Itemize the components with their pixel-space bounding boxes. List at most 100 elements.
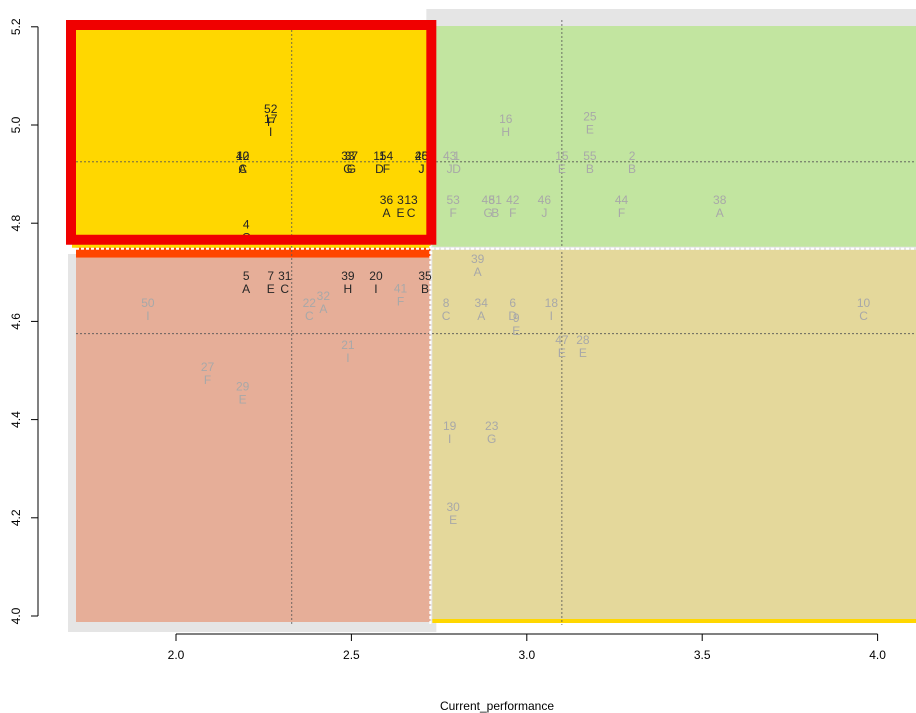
point-group-label: C bbox=[238, 162, 247, 176]
point-id-label: 19 bbox=[443, 419, 457, 433]
y-tick-label: 4.0 bbox=[9, 607, 23, 624]
point-group-label: E bbox=[579, 346, 587, 360]
data-point: 30E bbox=[446, 500, 460, 527]
data-point: 13C bbox=[404, 193, 418, 220]
data-point: 17I bbox=[264, 112, 278, 139]
point-group-label: F bbox=[449, 206, 456, 220]
x-tick-label: 2.0 bbox=[168, 648, 185, 662]
point-group-label: I bbox=[146, 309, 149, 323]
point-id-label: 13 bbox=[404, 193, 418, 207]
point-id-label: 42 bbox=[506, 193, 520, 207]
point-id-label: 4 bbox=[243, 218, 250, 232]
data-point: 2B bbox=[628, 149, 636, 176]
data-point: 25E bbox=[583, 110, 597, 137]
data-point: 43J bbox=[443, 149, 457, 176]
data-point: 50I bbox=[141, 296, 155, 323]
point-id-label: 23 bbox=[485, 419, 499, 433]
point-id-label: 55 bbox=[583, 149, 597, 163]
point-id-label: 2 bbox=[629, 149, 636, 163]
point-id-label: 32 bbox=[317, 289, 331, 303]
data-point: 44F bbox=[615, 193, 629, 220]
point-group-label: E bbox=[558, 346, 566, 360]
highlight-border bbox=[66, 20, 437, 245]
point-id-label: 27 bbox=[201, 360, 215, 374]
data-point: 45J bbox=[415, 149, 429, 176]
data-point: 39A bbox=[471, 252, 485, 279]
data-point: 47E bbox=[555, 333, 569, 360]
point-id-label: 54 bbox=[380, 149, 394, 163]
point-id-label: 22 bbox=[303, 296, 317, 310]
point-group-label: F bbox=[397, 294, 404, 308]
point-id-label: 10 bbox=[857, 296, 871, 310]
data-point: 23G bbox=[485, 419, 499, 446]
point-id-label: 31 bbox=[278, 269, 292, 283]
quadrant-backgrounds bbox=[68, 9, 916, 632]
data-point: 1D bbox=[452, 149, 461, 176]
point-group-label: A bbox=[319, 302, 327, 316]
data-point: 51B bbox=[489, 193, 503, 220]
point-group-label: C bbox=[407, 206, 416, 220]
point-group-label: C bbox=[859, 309, 868, 323]
point-id-label: 29 bbox=[236, 380, 250, 394]
point-group-label: B bbox=[586, 162, 594, 176]
data-point: 37G bbox=[345, 149, 359, 176]
point-group-label: A bbox=[242, 282, 250, 296]
data-point: 6D bbox=[508, 296, 517, 323]
point-group-label: B bbox=[421, 282, 429, 296]
data-point: 16H bbox=[499, 112, 513, 139]
point-id-label: 39 bbox=[341, 269, 355, 283]
point-group-label: B bbox=[491, 206, 499, 220]
point-group-label: J bbox=[541, 206, 547, 220]
data-point: 35B bbox=[418, 269, 432, 296]
y-tick-label: 4.4 bbox=[9, 411, 23, 428]
data-point: 38A bbox=[713, 193, 727, 220]
data-point: 39H bbox=[341, 269, 355, 296]
point-id-label: 3 bbox=[397, 193, 404, 207]
x-tick-label: 3.0 bbox=[518, 648, 535, 662]
point-group-label: I bbox=[346, 351, 349, 365]
point-group-label: A bbox=[239, 162, 247, 176]
data-point: 10C bbox=[857, 296, 871, 323]
point-group-label: E bbox=[586, 123, 594, 137]
point-id-label: 15 bbox=[555, 149, 569, 163]
point-group-label: D bbox=[452, 162, 461, 176]
point-group-label: F bbox=[383, 162, 390, 176]
data-point: 42F bbox=[506, 193, 520, 220]
point-id-label: 38 bbox=[713, 193, 727, 207]
x-tick-label: 4.0 bbox=[869, 648, 886, 662]
point-id-label: 41 bbox=[394, 281, 408, 295]
point-id-label: 9 bbox=[513, 311, 520, 325]
quadrant-top-left bbox=[72, 26, 431, 248]
point-id-label: 53 bbox=[446, 193, 460, 207]
point-group-label: F bbox=[618, 206, 625, 220]
data-point: 29E bbox=[236, 380, 250, 407]
data-point: 32A bbox=[317, 289, 331, 316]
axes: 2.0 2.5 3.0 3.5 4.0 4.0 4.2 4.4 4.6 4.8 5.0 5.2 bbox=[9, 18, 886, 662]
data-point: 54F bbox=[380, 149, 394, 176]
data-point: 26J bbox=[415, 149, 429, 176]
data-points: 52F17I12C40A33G37G11D54F26J45J36A3E13C4C… bbox=[141, 102, 870, 527]
point-group-label: C bbox=[305, 309, 314, 323]
data-point: 11D bbox=[373, 149, 386, 176]
point-group-label: G bbox=[487, 432, 496, 446]
point-id-label: 48 bbox=[482, 193, 496, 207]
point-group-label: E bbox=[449, 513, 457, 527]
point-group-label: A bbox=[474, 265, 482, 279]
y-tick-label: 4.2 bbox=[9, 509, 23, 526]
point-id-label: 21 bbox=[341, 338, 355, 352]
x-axis-title: Current_performance bbox=[440, 699, 554, 713]
data-point: 15E bbox=[555, 149, 569, 176]
point-group-label: A bbox=[382, 206, 390, 220]
data-point: 3E bbox=[397, 193, 405, 220]
point-id-label: 45 bbox=[415, 149, 429, 163]
data-point: 34A bbox=[475, 296, 489, 323]
point-group-label: D bbox=[508, 309, 517, 323]
point-group-label: E bbox=[267, 282, 275, 296]
point-id-label: 18 bbox=[545, 296, 559, 310]
reference-lines bbox=[76, 20, 916, 625]
point-group-label: J bbox=[419, 162, 425, 176]
data-point: 48G bbox=[482, 193, 496, 220]
data-point: 8C bbox=[442, 296, 451, 323]
highlight-frame bbox=[66, 20, 437, 245]
